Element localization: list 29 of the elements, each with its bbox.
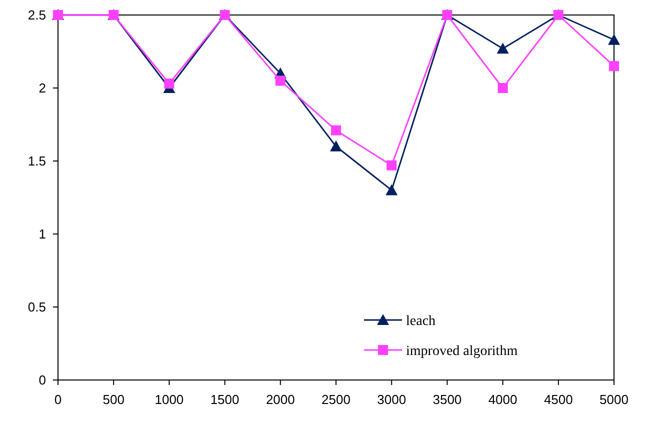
x-tick-label: 4000 [488, 392, 518, 407]
y-tick-label: 2.5 [28, 8, 46, 23]
y-tick-label: 0 [38, 372, 46, 388]
x-tick-label: 4500 [544, 392, 573, 407]
point [609, 61, 619, 72]
x-tick-label: 1500 [210, 392, 240, 407]
x-tick-label: 3500 [432, 392, 462, 407]
y-tick-label: 0.5 [28, 300, 46, 315]
point [275, 76, 286, 86]
x-tick-label: 1000 [154, 392, 184, 407]
point [496, 42, 509, 54]
x-tick-label: 0 [54, 392, 62, 407]
point [608, 34, 620, 45]
point [164, 78, 174, 89]
x-tick-label: 5000 [600, 392, 628, 407]
x-tick-label: 2000 [266, 392, 295, 407]
point [331, 125, 341, 136]
x-tick-label: 2500 [322, 392, 350, 407]
point [330, 140, 342, 152]
x-tick-label: 3000 [377, 392, 406, 407]
legend-label: leach [406, 314, 436, 329]
point [498, 83, 508, 93]
y-tick-label: 2 [38, 80, 46, 96]
y-tick-label: 1.5 [28, 154, 46, 169]
y-tick-label: 1 [38, 226, 46, 242]
x-tick-label: 500 [102, 392, 124, 407]
point [386, 160, 397, 170]
legend-label: improved algorithm [406, 344, 518, 359]
point [386, 184, 398, 196]
